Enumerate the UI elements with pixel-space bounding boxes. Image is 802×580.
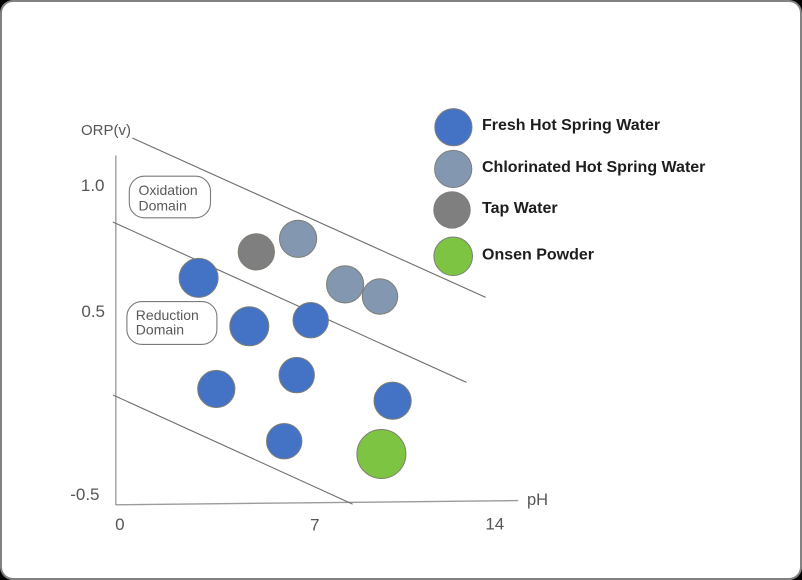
svg-text:Reduction: Reduction bbox=[136, 307, 199, 323]
svg-text:Fresh Hot Spring Water: Fresh Hot Spring Water bbox=[482, 117, 660, 134]
svg-text:Tap Water: Tap Water bbox=[482, 200, 558, 217]
svg-text:14: 14 bbox=[485, 515, 504, 534]
svg-text:pH: pH bbox=[527, 491, 548, 509]
svg-text:Onsen Powder: Onsen Powder bbox=[482, 247, 594, 264]
svg-text:Domain: Domain bbox=[139, 198, 187, 214]
svg-text:Domain: Domain bbox=[136, 322, 184, 338]
svg-text:0.5: 0.5 bbox=[81, 302, 105, 321]
svg-text:Oxidation: Oxidation bbox=[139, 182, 198, 198]
svg-text:7: 7 bbox=[310, 516, 319, 535]
svg-text:-0.5: -0.5 bbox=[70, 485, 99, 504]
svg-text:1.0: 1.0 bbox=[81, 176, 105, 195]
svg-text:0: 0 bbox=[115, 515, 124, 534]
svg-text:ORP(v): ORP(v) bbox=[81, 122, 131, 139]
svg-text:Chlorinated Hot Spring Water: Chlorinated Hot Spring Water bbox=[482, 159, 705, 176]
